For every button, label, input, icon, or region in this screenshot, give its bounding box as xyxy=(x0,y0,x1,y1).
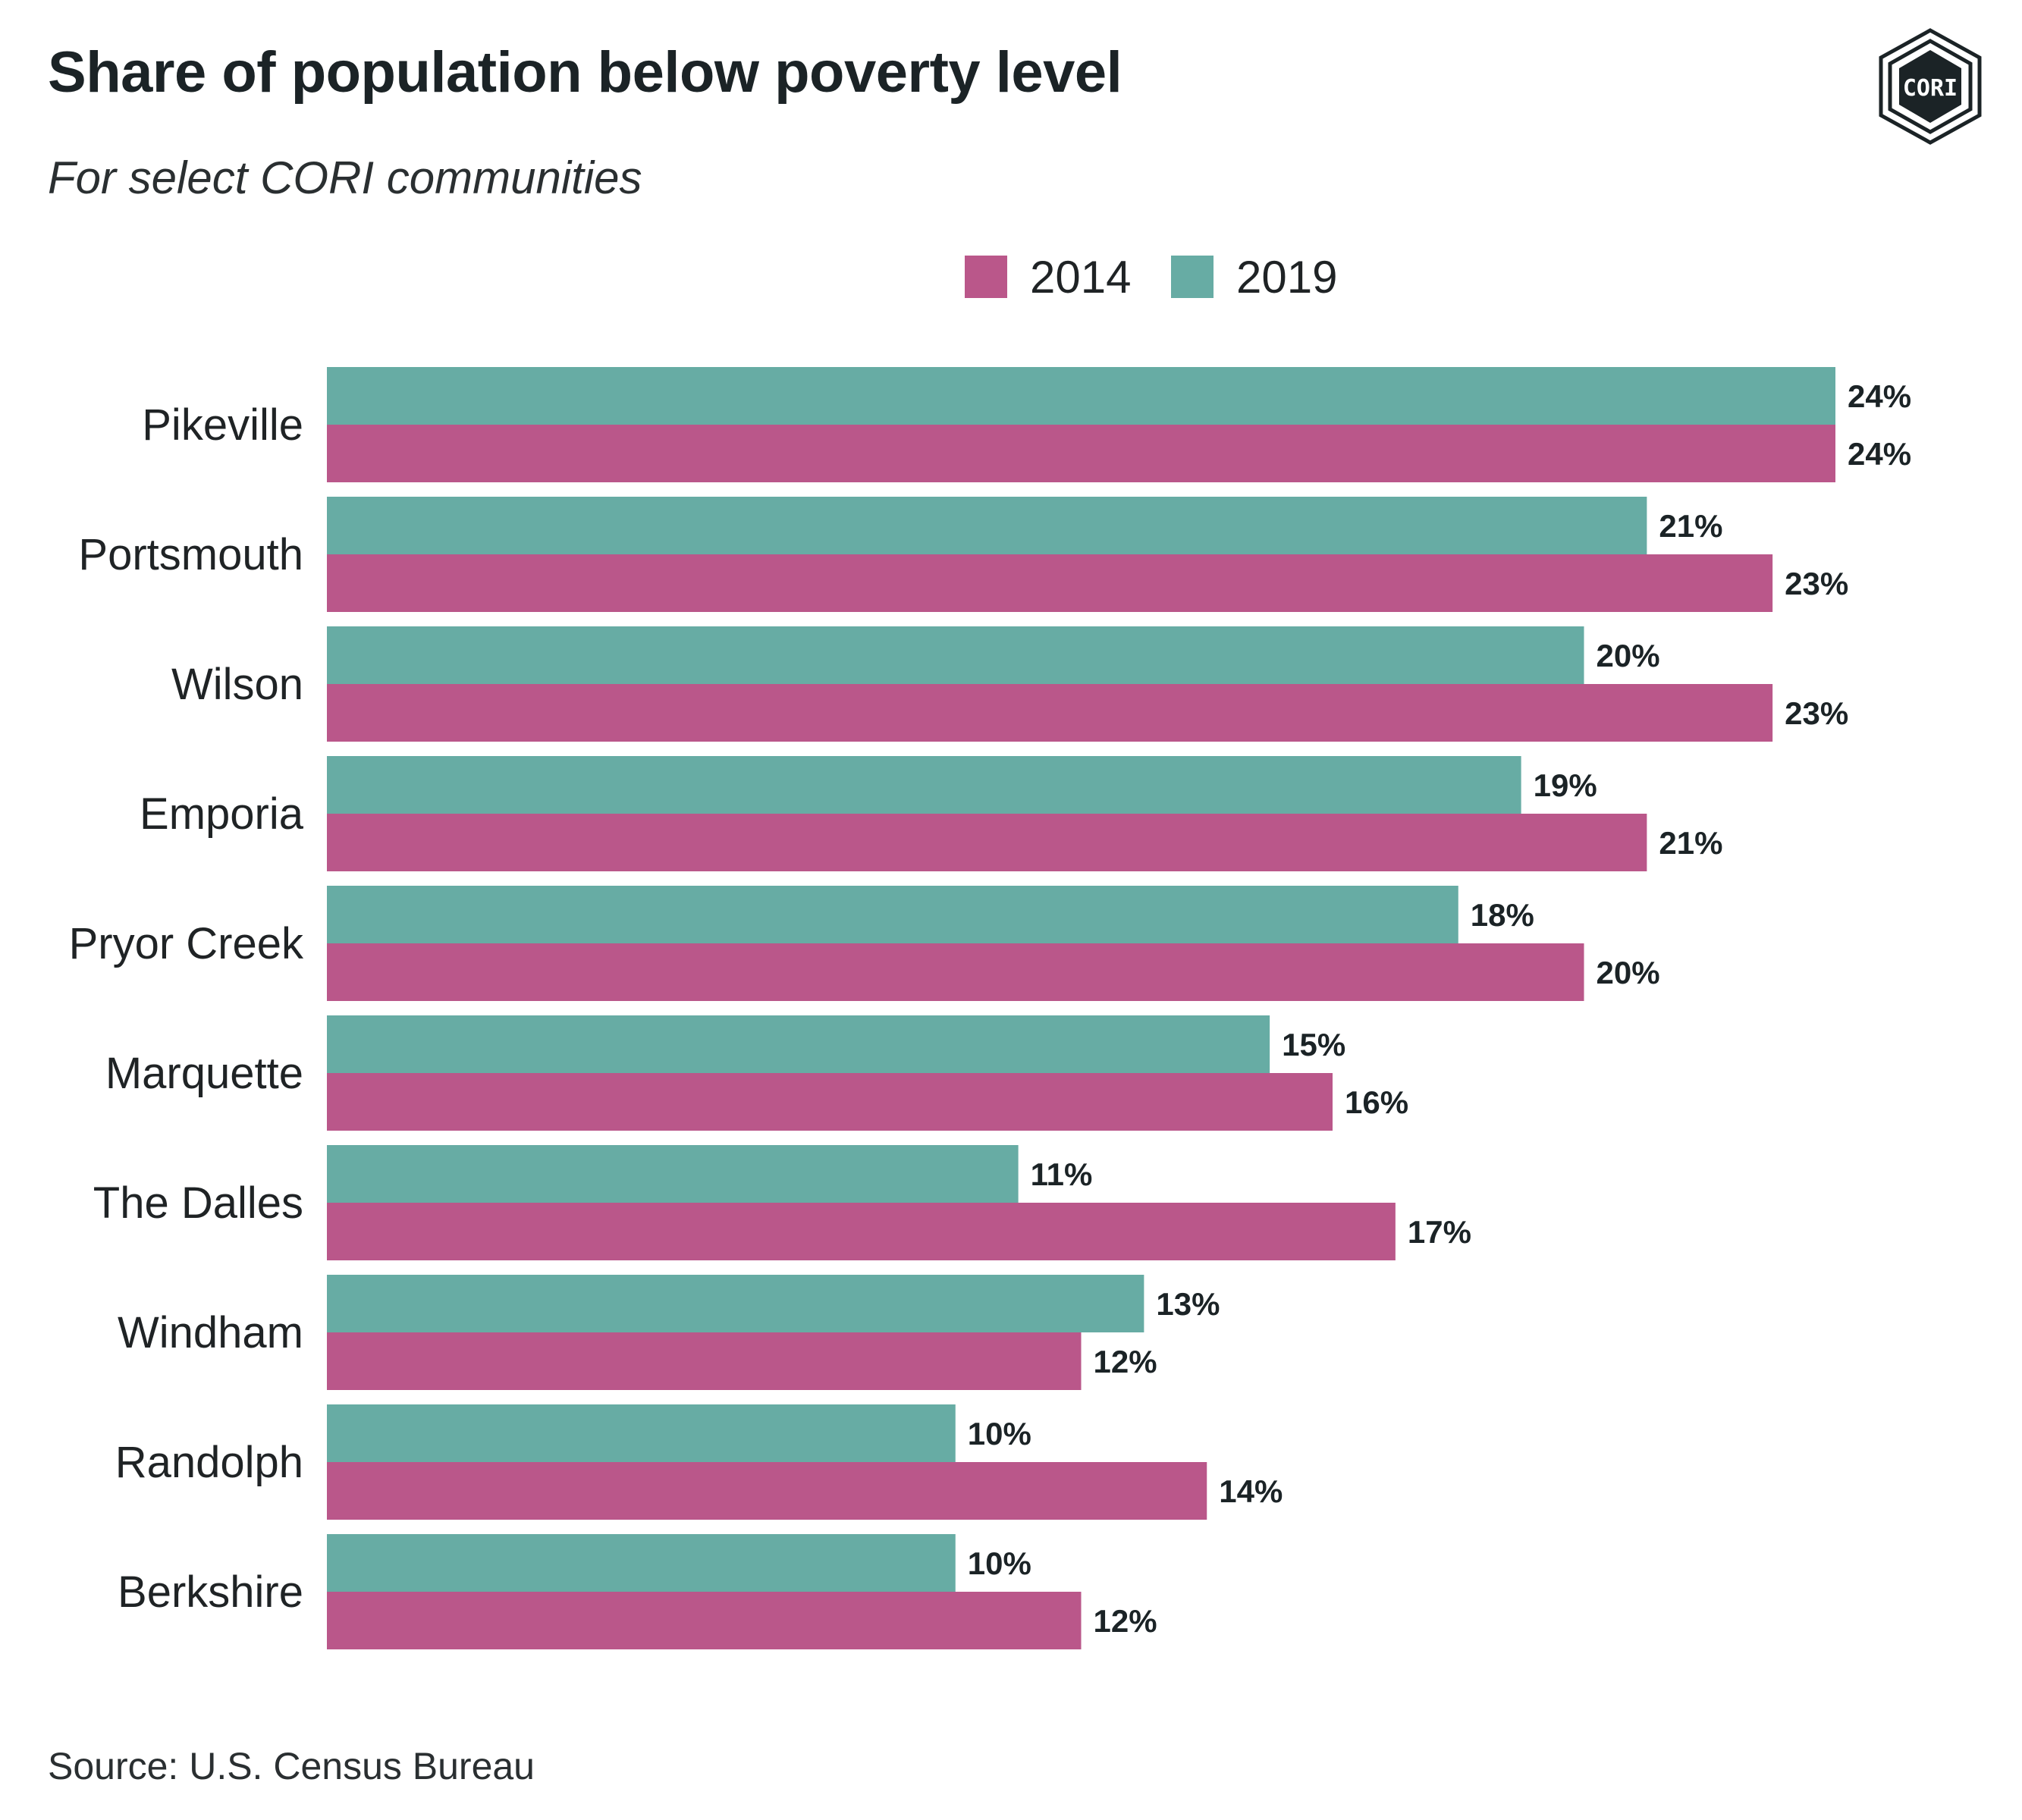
bar-2014 xyxy=(327,943,1584,1001)
category-label: Emporia xyxy=(140,789,304,839)
bar-2014 xyxy=(327,425,1835,482)
bar-2019 xyxy=(327,1404,956,1462)
bar-2014 xyxy=(327,554,1773,612)
bar-2019 xyxy=(327,497,1647,554)
data-label-2019: 11% xyxy=(1031,1156,1093,1192)
data-label-2014: 14% xyxy=(1219,1473,1283,1509)
data-label-2019: 10% xyxy=(968,1416,1031,1451)
data-label-2014: 12% xyxy=(1094,1603,1157,1639)
data-label-2019: 20% xyxy=(1597,638,1660,673)
data-label-2014: 16% xyxy=(1345,1084,1408,1120)
bar-2019 xyxy=(327,1145,1019,1203)
category-label: Pryor Creek xyxy=(69,919,304,968)
chart-title: Share of population below poverty level xyxy=(48,40,1122,105)
legend-swatch-2014 xyxy=(965,256,1007,298)
legend: 2014 2019 xyxy=(965,252,1337,303)
data-label-2014: 12% xyxy=(1094,1344,1157,1379)
bar-2014 xyxy=(327,1073,1333,1131)
data-label-2019: 15% xyxy=(1282,1027,1345,1062)
cori-logo: CORI xyxy=(1879,28,1982,145)
category-label: Wilson xyxy=(171,660,303,709)
bar-chart: 2014 2019 Pikeville 24% 24% Portsmouth 21% 23%… xyxy=(69,252,1911,1649)
bars: Pikeville 24% 24% Portsmouth 21% 23% Wilson 20%… xyxy=(69,367,1911,1649)
data-label-2019: 13% xyxy=(1156,1286,1220,1322)
legend-swatch-2019 xyxy=(1171,256,1214,298)
data-label-2019: 24% xyxy=(1848,378,1911,414)
category-label: Randolph xyxy=(115,1438,303,1487)
legend-label-2019: 2019 xyxy=(1236,252,1337,303)
bar-2019 xyxy=(327,1534,956,1592)
bar-2019 xyxy=(327,367,1835,425)
data-label-2019: 19% xyxy=(1534,767,1597,803)
category-label: The Dalles xyxy=(93,1178,303,1228)
bar-2019 xyxy=(327,756,1521,814)
category-label: Marquette xyxy=(105,1049,303,1098)
bar-2019 xyxy=(327,626,1584,684)
data-label-2019: 21% xyxy=(1659,508,1722,544)
chart-subtitle: For select CORI communities xyxy=(48,152,642,203)
bar-2014 xyxy=(327,1332,1082,1390)
data-label-2014: 23% xyxy=(1785,695,1848,731)
category-label: Windham xyxy=(118,1308,303,1357)
data-label-2014: 20% xyxy=(1597,955,1660,990)
bar-2019 xyxy=(327,886,1458,943)
category-label: Pikeville xyxy=(142,400,303,450)
category-label: Berkshire xyxy=(118,1567,303,1617)
logo-text: CORI xyxy=(1903,75,1958,102)
source-note: Source: U.S. Census Bureau xyxy=(48,1745,535,1787)
data-label-2014: 21% xyxy=(1659,825,1722,861)
data-label-2019: 10% xyxy=(968,1545,1031,1581)
category-label: Portsmouth xyxy=(78,530,303,579)
bar-2014 xyxy=(327,684,1773,742)
bar-2019 xyxy=(327,1015,1270,1073)
legend-label-2014: 2014 xyxy=(1030,252,1131,303)
data-label-2014: 24% xyxy=(1848,436,1911,472)
bar-2014 xyxy=(327,814,1647,871)
data-label-2014: 23% xyxy=(1785,566,1848,601)
bar-2019 xyxy=(327,1275,1144,1332)
data-label-2014: 17% xyxy=(1408,1214,1471,1250)
data-label-2019: 18% xyxy=(1471,897,1534,933)
bar-2014 xyxy=(327,1462,1207,1520)
bar-2014 xyxy=(327,1203,1396,1260)
bar-2014 xyxy=(327,1592,1082,1649)
